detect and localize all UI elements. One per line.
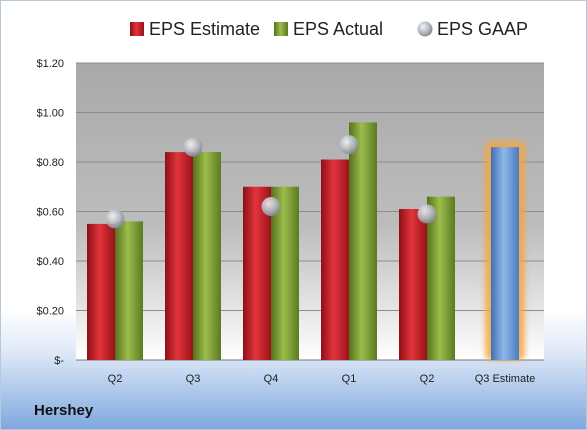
y-tick-label: $0.20: [36, 306, 64, 318]
bar-eps-actual: [349, 122, 377, 361]
marker-eps-gaap: [339, 135, 359, 155]
bar-eps-actual: [115, 221, 143, 360]
x-tick-label: Q2: [108, 373, 123, 385]
y-tick-label: $1.00: [36, 108, 64, 120]
marker-eps-gaap: [417, 204, 437, 224]
bar-eps-estimate: [321, 159, 349, 360]
bar-eps-actual: [193, 152, 221, 360]
x-tick-label: Q4: [264, 373, 279, 385]
y-tick-label: $0.60: [36, 207, 64, 219]
bar-eps-estimate: [243, 186, 271, 360]
gridlines: [76, 62, 544, 361]
x-axis: Q2 Q3 Q4 Q1 Q2 Q3 Estimate: [108, 373, 536, 385]
x-tick-label: Q3: [186, 373, 201, 385]
marker-eps-gaap: [261, 197, 281, 217]
marker-eps-gaap: [105, 209, 125, 229]
company-name: Hershey: [34, 402, 94, 419]
y-tick-label: $0.80: [36, 157, 64, 169]
marker-eps-gaap: [183, 137, 203, 157]
legend: EPS Estimate EPS Actual EPS GAAP: [130, 19, 528, 39]
gaap-markers: [105, 135, 437, 229]
y-tick-label: $-: [54, 355, 64, 367]
x-tick-label: Q3 Estimate: [475, 373, 536, 385]
bar-eps-estimate: [87, 223, 115, 360]
legend-label: EPS Actual: [293, 19, 383, 39]
x-tick-label: Q2: [420, 373, 435, 385]
bar-eps-projection: [491, 147, 519, 360]
legend-label: EPS Estimate: [149, 19, 260, 39]
y-tick-label: $1.20: [36, 58, 64, 70]
bars: [87, 122, 525, 361]
bar-eps-estimate: [399, 209, 427, 360]
x-tick-label: Q1: [342, 373, 357, 385]
legend-label: EPS GAAP: [437, 19, 528, 39]
bar-eps-estimate: [165, 152, 193, 360]
bar-eps-actual: [427, 196, 455, 360]
y-axis: $- $0.20 $0.40 $0.60 $0.80 $1.00 $1.20: [36, 58, 64, 367]
y-tick-label: $0.40: [36, 256, 64, 268]
legend-swatch: [417, 21, 433, 37]
bar-eps-actual: [271, 186, 299, 360]
legend-swatch: [274, 22, 288, 36]
legend-swatch: [130, 22, 144, 36]
